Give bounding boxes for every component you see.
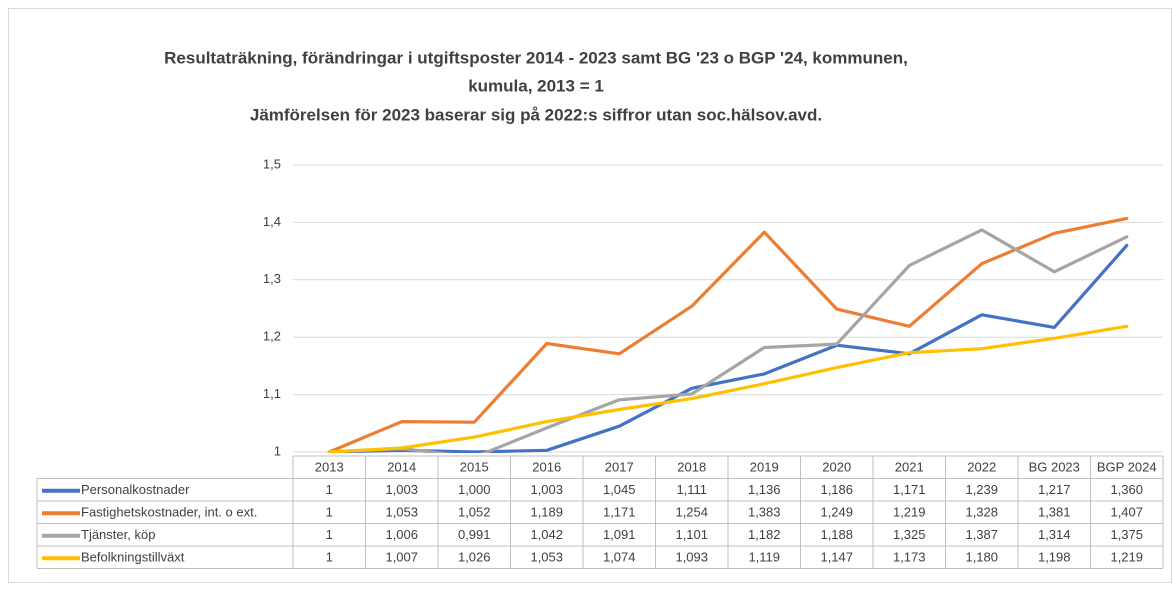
table-value: 1,188 <box>820 527 853 542</box>
table-value: 1,239 <box>965 482 998 497</box>
legend-label: Fastighetskostnader, int. o ext. <box>81 505 257 520</box>
plot-lines <box>327 216 1129 453</box>
chart-title: kumula, 2013 = 1 <box>468 76 604 95</box>
table-value: 1,381 <box>1038 505 1071 520</box>
table-value: 1,375 <box>1110 527 1143 542</box>
series-line <box>327 228 1129 453</box>
table-value: 1,328 <box>965 505 998 520</box>
legend-label: Tjänster, köp <box>81 527 155 542</box>
table-value: 1,045 <box>603 482 636 497</box>
table-value: 1,053 <box>530 550 563 565</box>
table-value: 1,387 <box>965 527 998 542</box>
table-value: 1,360 <box>1110 482 1143 497</box>
table-value: 1,383 <box>748 505 781 520</box>
table-value: 1,219 <box>893 505 926 520</box>
x-tick-label: 2015 <box>460 460 489 475</box>
table-value: 1 <box>326 482 333 497</box>
table-value: 1,000 <box>458 482 491 497</box>
y-tick-label: 1,5 <box>263 156 281 171</box>
y-tick-label: 1 <box>274 443 281 458</box>
series-line <box>327 216 1129 453</box>
table-value: 1,003 <box>530 482 563 497</box>
table-value: 1,171 <box>603 505 636 520</box>
x-tick-label: BG 2023 <box>1029 460 1080 475</box>
table-value: 1,007 <box>385 550 418 565</box>
table-value: 1,182 <box>748 527 781 542</box>
table-value: 1,052 <box>458 505 491 520</box>
series-line <box>327 243 1129 453</box>
x-tick-label: BGP 2024 <box>1097 460 1157 475</box>
x-tick-label: 2014 <box>387 460 416 475</box>
chart-frame <box>8 8 1172 583</box>
table-value: 1,254 <box>675 505 708 520</box>
x-tick-label: 2017 <box>605 460 634 475</box>
chart-title: Resultaträkning, förändringar i utgiftsp… <box>164 48 908 67</box>
table-value: 1,053 <box>385 505 418 520</box>
table-value: 1,189 <box>530 505 563 520</box>
legend-label: Befolkningstillväxt <box>81 550 185 565</box>
chart-subtitle: Jämförelsen för 2023 baserar sig på 2022… <box>250 105 822 124</box>
y-tick-label: 1,3 <box>263 271 281 286</box>
table-value: 0,991 <box>458 527 491 542</box>
table-value: 1,249 <box>820 505 853 520</box>
table-value: 1,147 <box>820 550 853 565</box>
x-tick-label: 2013 <box>315 460 344 475</box>
table-value: 1,093 <box>675 550 708 565</box>
table-value: 1,003 <box>385 482 418 497</box>
table-value: 1,407 <box>1110 505 1143 520</box>
table-value: 1,101 <box>675 527 708 542</box>
x-tick-label: 2022 <box>967 460 996 475</box>
y-tick-label: 1,2 <box>263 329 281 344</box>
table-value: 1 <box>326 527 333 542</box>
y-tick-label: 1,1 <box>263 386 281 401</box>
table-value: 1,119 <box>748 550 780 565</box>
table-value: 1,171 <box>893 482 926 497</box>
table-value: 1,217 <box>1038 482 1071 497</box>
table-value: 1,136 <box>748 482 781 497</box>
table-value: 1,091 <box>603 527 636 542</box>
table-value: 1,198 <box>1038 550 1071 565</box>
table-value: 1,314 <box>1038 527 1071 542</box>
table-value: 1,219 <box>1110 550 1143 565</box>
x-tick-label: 2020 <box>822 460 851 475</box>
table-value: 1,180 <box>965 550 998 565</box>
table-value: 1,006 <box>385 527 418 542</box>
table-value: 1,111 <box>676 482 707 497</box>
x-tick-label: 2021 <box>895 460 924 475</box>
series-line <box>327 324 1129 453</box>
table-value: 1,325 <box>893 527 926 542</box>
table-value: 1,026 <box>458 550 491 565</box>
table-value: 1 <box>326 505 333 520</box>
x-tick-label: 2019 <box>750 460 779 475</box>
table-value: 1 <box>326 550 333 565</box>
legend-label: Personalkostnader <box>81 482 190 497</box>
y-tick-label: 1,4 <box>263 214 281 229</box>
table-value: 1,186 <box>820 482 853 497</box>
x-tick-label: 2016 <box>532 460 561 475</box>
table-value: 1,074 <box>603 550 636 565</box>
table-value: 1,042 <box>530 527 563 542</box>
table-value: 1,173 <box>893 550 926 565</box>
x-tick-label: 2018 <box>677 460 706 475</box>
